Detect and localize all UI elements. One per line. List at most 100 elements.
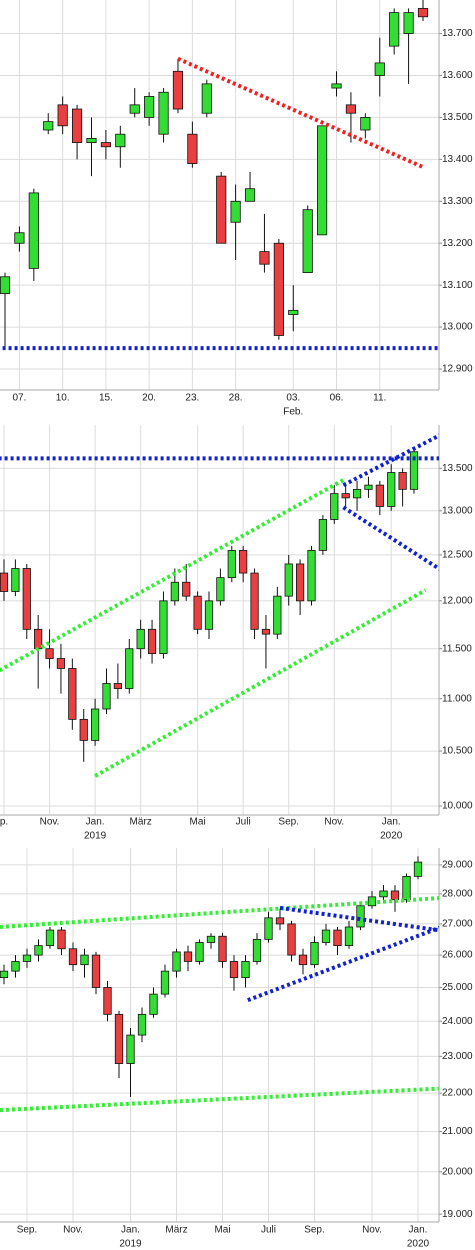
- candle-body: [86, 137, 97, 143]
- candle-body: [172, 70, 184, 110]
- candle-body: [0, 970, 9, 979]
- plot-area: [0, 856, 439, 1113]
- candle-body: [417, 7, 429, 18]
- candle-body: [172, 951, 181, 972]
- candle-body: [413, 861, 423, 877]
- candle-body: [333, 929, 342, 947]
- y-tick-label: 12.900: [442, 364, 473, 375]
- candle-body: [273, 242, 284, 336]
- candle-body: [0, 276, 11, 294]
- candle-body: [379, 890, 388, 898]
- y-tick-label: 13.100: [442, 280, 473, 291]
- candle-body: [57, 929, 66, 950]
- y-tick-label: 19.000: [442, 1209, 473, 1220]
- candle-body: [307, 550, 316, 602]
- candle-body: [360, 117, 371, 131]
- candle-body: [158, 91, 169, 135]
- x-tick-label: Nov.: [324, 817, 344, 828]
- candle-body: [374, 62, 385, 76]
- x-tick-label: Mai: [214, 1225, 230, 1236]
- candle-body: [321, 929, 331, 943]
- candle-body: [149, 993, 158, 1015]
- candle-body: [403, 12, 414, 34]
- x-tick-label: Mai: [190, 817, 206, 828]
- x-tick-label: Jan.: [121, 1225, 140, 1236]
- candle-body: [34, 945, 43, 956]
- candle-body: [147, 628, 157, 655]
- y-tick-label: 13.000: [442, 322, 473, 333]
- candle-body: [310, 942, 319, 966]
- candle-body: [170, 581, 179, 602]
- candle-body: [114, 1013, 124, 1064]
- candle-body: [113, 683, 122, 689]
- candle-body: [387, 472, 396, 507]
- candle-body: [409, 451, 419, 490]
- trend-line: [0, 1086, 439, 1113]
- candle-body: [375, 484, 384, 507]
- trend-line: [0, 896, 439, 929]
- y-tick-label: 13.500: [442, 463, 473, 474]
- candle-body: [218, 935, 227, 962]
- candle-body: [11, 568, 20, 592]
- candle-body: [68, 668, 77, 720]
- candle-body: [68, 948, 78, 966]
- y-tick-label: 25.000: [442, 982, 473, 993]
- y-tick-label: 11.500: [442, 643, 472, 654]
- x-tick-label: März: [130, 817, 152, 828]
- y-tick-label: 13.500: [442, 112, 473, 123]
- candle-body: [100, 142, 111, 148]
- y-tick-label: 13.200: [442, 238, 473, 249]
- y-tick-label: 13.300: [442, 196, 473, 207]
- candle-body: [129, 104, 140, 114]
- trend-line: [177, 56, 426, 170]
- candle-body: [91, 708, 100, 741]
- candle-body: [28, 192, 39, 269]
- trend-line: [342, 505, 439, 572]
- y-tick-label: 26.000: [442, 950, 473, 961]
- candle-body: [261, 628, 271, 635]
- candle-body: [71, 108, 83, 143]
- x-tick-label: 07.: [12, 393, 26, 404]
- candle-body: [229, 961, 239, 979]
- candle-body: [216, 175, 227, 244]
- candle-body: [402, 875, 411, 901]
- panel: 19.000 20.000 21.000 22.000 23.000 24.000 25.0…: [0, 848, 473, 1250]
- y-tick-label: 13.000: [442, 505, 473, 516]
- x-tick-label: Juli: [261, 1225, 276, 1236]
- candle-body: [45, 929, 55, 947]
- candle-body: [341, 493, 350, 499]
- trend-line: [94, 588, 427, 778]
- candle-body: [14, 232, 25, 244]
- candle-body: [206, 935, 216, 943]
- x-tick-label: 10.: [56, 393, 70, 404]
- candle-body: [317, 125, 328, 236]
- x-tick-label: Nov.: [63, 1225, 83, 1236]
- x-tick-label: 23.: [185, 393, 199, 404]
- y-tick-label: 24.000: [442, 1016, 473, 1027]
- candle-body: [43, 121, 54, 131]
- y-tick-label: 10.500: [442, 746, 473, 757]
- x-tick-sublabel: 2020: [407, 1239, 430, 1250]
- candle-body: [216, 577, 225, 602]
- y-tick-label: 23.000: [442, 1051, 473, 1062]
- candle-body: [204, 600, 214, 630]
- candle-body: [102, 683, 111, 710]
- x-tick-label: Jan.: [86, 817, 105, 828]
- candle-body: [57, 104, 68, 127]
- candle-body: [137, 1013, 147, 1036]
- candle-body: [298, 954, 308, 966]
- candle-body: [250, 572, 259, 630]
- candle-body: [126, 1034, 135, 1064]
- candle-body: [91, 954, 101, 988]
- y-tick-label: 27.000: [442, 919, 473, 930]
- trend-line: [279, 905, 439, 933]
- candle-body: [201, 83, 212, 114]
- x-tick-sublabel: 2020: [380, 831, 403, 842]
- candle-body: [239, 550, 248, 574]
- x-tick-label: Jan.: [382, 817, 401, 828]
- candle-body: [244, 188, 256, 202]
- trend-line: [247, 925, 439, 1003]
- y-tick-label: 29.000: [442, 860, 473, 871]
- candle-body: [288, 309, 299, 315]
